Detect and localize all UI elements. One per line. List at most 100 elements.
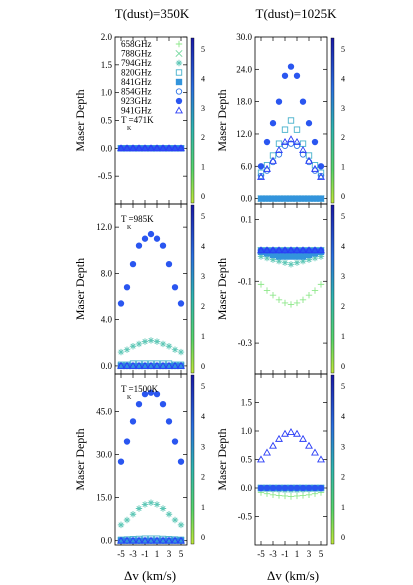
colorbar [330,374,335,545]
data-point [311,484,319,492]
data-point [287,195,295,202]
x-axis-label-right: Δv (km/s) [267,568,319,583]
data-point [293,253,301,260]
x-tick-label: -3 [129,549,137,559]
data-point [129,260,137,268]
data-point [123,536,131,544]
data-point [177,144,185,152]
data-point [293,195,301,202]
data-point [293,72,301,79]
colorbar-tick-label: 0 [341,533,345,542]
series-923GHz [257,63,325,170]
data-point [299,484,307,492]
data-point [117,521,125,529]
data-point [299,296,307,304]
data-point [281,195,289,202]
data-point [147,361,155,369]
data-point [269,158,277,166]
data-point [275,492,283,499]
data-point [311,254,319,262]
data-point [281,299,289,307]
y-tick-label: 2.0 [101,32,113,42]
y-axis-label: Maser Depth [73,258,87,320]
data-point [275,140,283,147]
data-point [305,158,313,166]
column-title-right: T(dust)=1025K [256,6,338,21]
data-point [269,441,277,449]
colorbar-tick-label: 3 [201,442,205,451]
colorbar-tick-label: 1 [201,503,205,512]
series-854GHz [257,140,325,180]
y-tick-label: 1.0 [101,88,113,98]
data-point [275,434,283,442]
data-point [147,337,155,344]
data-point [171,284,179,291]
panel-top-left: -0.5 0.0 0.5 1.0 1.5 2.0 Maser Depth 0 1 2 3 4 5 T =47… [73,32,205,205]
data-point [299,434,307,442]
data-point [281,246,289,254]
data-point [287,301,295,308]
data-point [263,448,271,456]
colorbar-tick-label: 5 [201,212,205,221]
legend: 658GHz788GHz794GHz820GHz841GHz854GHz923G… [121,39,183,116]
data-point [269,156,277,164]
y-tick-label: 30.0 [96,449,112,459]
legend-label: 941GHz [121,106,152,116]
data-point [275,484,283,492]
x-tick-label: 3 [167,549,172,559]
data-point [299,151,307,158]
colorbar-tick-label: 5 [201,382,205,391]
colorbar [190,204,195,374]
colorbar-tick-label: 1 [341,332,345,341]
colorbar-tick-label: 4 [201,242,205,251]
data-point [153,144,161,152]
colorbar-tick-label: 3 [201,104,205,113]
data-point [153,338,161,345]
data-point [159,242,167,249]
data-point [269,256,277,263]
data-point [299,492,307,499]
colorbar-tick-label: 1 [341,163,345,172]
x-tick-label: -3 [269,549,277,559]
y-tick-label: 8.0 [101,268,113,278]
data-point [305,195,313,202]
data-point [257,169,265,176]
colorbar-tick-label: 0 [341,362,345,371]
data-point [299,140,307,147]
data-point [153,361,161,369]
colorbar-tick-label: 3 [201,272,205,281]
data-point [269,291,277,299]
data-point [141,235,149,242]
data-point [171,361,179,369]
data-point [263,195,271,202]
data-point [135,361,143,369]
data-point [263,138,271,146]
data-point [317,484,325,492]
data-point [287,493,295,500]
colorbar-tick-label: 1 [201,163,205,172]
data-point [123,144,131,152]
plot-frame [254,373,328,546]
data-point [129,361,137,369]
data-point [147,230,155,238]
tk-annotation: T =1500K [121,384,159,394]
colorbar-tick-label: 4 [341,74,345,83]
colorbar-tick-label: 0 [201,362,205,371]
legend-label: 923GHz [121,96,152,106]
data-point [123,346,131,353]
colorbar-tick-label: 3 [341,442,345,451]
data-point [281,253,289,260]
data-point [177,361,185,369]
colorbar-tick-label: 2 [201,302,205,311]
data-point [281,142,289,149]
data-point [141,390,149,398]
data-point [117,144,125,152]
data-point [299,195,307,202]
legend-marker [175,78,183,86]
data-point [275,257,283,265]
data-point [305,156,313,164]
series-841GHz [257,195,325,202]
series-941GHz [257,135,325,180]
